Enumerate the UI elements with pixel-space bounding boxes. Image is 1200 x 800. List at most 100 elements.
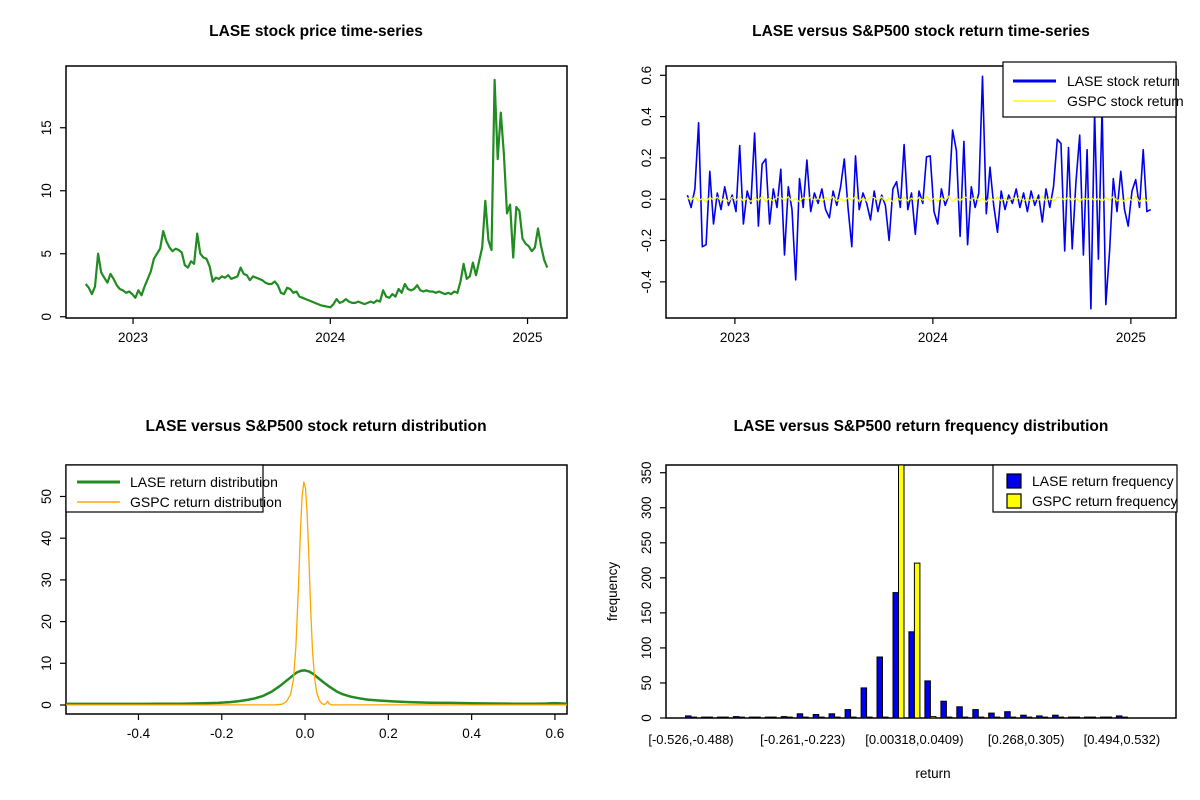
lase-return-frequency-bar <box>1084 716 1091 719</box>
plot-area: -0.4 -0.2 0.0 0.2 0.4 0.6 2023 2024 2025 LASE sto… <box>639 61 1184 345</box>
y-tick-label: 150 <box>639 602 654 625</box>
gspc-return-frequency-bar <box>1041 716 1049 719</box>
y-tick-label: 0 <box>39 313 54 321</box>
gspc-return-frequency-bar <box>913 562 921 719</box>
chart-title: LASE versus S&P500 stock return distribu… <box>145 418 486 435</box>
x-tick-label: 0.0 <box>296 726 315 741</box>
lase-return-frequency-bar <box>892 592 899 719</box>
lase-return-frequency-bar <box>1036 715 1043 719</box>
legend-box <box>65 464 264 513</box>
y-tick-label: 0 <box>639 714 654 722</box>
gspc-return-frequency-bar <box>961 716 969 719</box>
gspc-return-frequency-bar <box>818 716 825 719</box>
lase-return-distribution-line <box>66 669 568 706</box>
legend-box-sample <box>1006 493 1022 509</box>
y-tick-label: 200 <box>639 567 654 590</box>
x-tick-label: -0.4 <box>127 726 151 741</box>
y-tick-label: 100 <box>639 637 654 660</box>
y-tick-label: -0.2 <box>639 229 654 252</box>
lase-return-frequency-bar <box>876 656 883 719</box>
legend-label: GSPC stock return <box>1067 93 1184 109</box>
lase-return-frequency-bar <box>860 687 868 719</box>
lase-return-frequency-bar <box>1068 716 1075 719</box>
legend-label: LASE return distribution <box>130 474 278 490</box>
return-timeseries-chart: LASE versus S&P500 stock return time-ser… <box>639 23 1184 345</box>
gspc-return-frequency-bar <box>929 716 937 719</box>
chart-title: LASE versus S&P500 stock return time-ser… <box>752 23 1090 40</box>
y-tick-label: 0.4 <box>639 107 654 126</box>
x-bin-label: [0.268,0.305) <box>988 732 1065 747</box>
y-tick-label: 20 <box>39 614 54 629</box>
lase-stock-return-line <box>686 75 1152 310</box>
lase-return-frequency-bar <box>764 716 772 719</box>
plot-area: 0 5 10 15 2023 2024 2025 <box>39 65 568 345</box>
y-tick-label: 50 <box>39 489 54 504</box>
y-tick-label: 10 <box>39 656 54 671</box>
gspc-return-frequency-bar <box>1009 716 1017 719</box>
lase-return-frequency-bar <box>924 680 931 719</box>
gspc-return-frequency-bar <box>722 716 729 719</box>
gspc-return-frequency-bar <box>1025 716 1033 719</box>
plot-box <box>65 464 568 715</box>
lase-return-frequency-bar <box>701 716 708 719</box>
x-tick-label: 2023 <box>118 330 148 345</box>
x-tick-label: 0.6 <box>546 726 565 741</box>
plot-box <box>665 464 1177 719</box>
plot-box <box>665 65 1177 319</box>
gspc-return-frequency-bar <box>786 716 793 719</box>
lase-return-frequency-bar <box>780 716 788 719</box>
gspc-return-frequency-bar <box>770 716 777 719</box>
gspc-return-frequency-bar <box>1073 716 1080 719</box>
y-tick-label: 10 <box>39 183 54 198</box>
lase-return-frequency-bar <box>748 716 756 719</box>
lase-return-frequency-bar <box>940 700 947 719</box>
lase-return-frequency-bar <box>732 716 740 719</box>
plot-area: 0 50 100 150 200 250 300 350 [-0.526,-0.488) [-0.… <box>605 461 1178 781</box>
y-tick-label: 300 <box>639 496 654 519</box>
y-tick-label: 30 <box>39 572 54 587</box>
gspc-return-distribution-line <box>66 481 567 706</box>
x-tick-label: 2025 <box>1116 330 1146 345</box>
gspc-return-frequency-bar <box>1057 716 1065 719</box>
gspc-return-frequency-bar <box>738 716 745 719</box>
gspc-return-frequency-bar <box>706 716 713 719</box>
y-tick-label: 15 <box>39 120 54 135</box>
plot-area: 0 10 20 30 40 50 -0.4 -0.2 0.0 0.2 0.4 0.6 LASE retu… <box>39 464 568 741</box>
lase-return-frequency-bar <box>908 631 915 719</box>
y-tick-label: 250 <box>639 532 654 555</box>
x-tick-label: 2024 <box>315 330 346 345</box>
lase-return-frequency-bar <box>1020 714 1027 719</box>
y-tick-label: 0 <box>39 701 54 709</box>
x-bin-label: [-0.261,-0.223) <box>760 732 845 747</box>
lase-return-frequency-bar <box>972 709 979 719</box>
gspc-return-frequency-bar <box>993 716 1001 719</box>
gspc-return-frequency-bar <box>882 716 889 719</box>
legend-label: GSPC return distribution <box>130 494 282 510</box>
chart-title: LASE versus S&P500 return frequency dist… <box>734 418 1109 435</box>
y-tick-label: 40 <box>39 531 54 546</box>
x-tick-label: 0.2 <box>379 726 398 741</box>
gspc-return-frequency-bar <box>1121 716 1128 719</box>
gspc-return-frequency-bar <box>802 716 809 719</box>
x-tick-label: 2023 <box>720 330 750 345</box>
y-tick-label: 5 <box>39 250 54 258</box>
gspc-return-frequency-bar <box>690 716 697 719</box>
lase-return-frequency-bar <box>988 712 995 719</box>
y-tick-label: 0.6 <box>639 66 654 85</box>
gspc-return-frequency-bar <box>1105 716 1112 719</box>
legend-box-sample <box>1006 473 1022 489</box>
lase-return-frequency-bar <box>956 706 963 719</box>
gspc-return-frequency-bar <box>754 716 761 719</box>
gspc-return-frequency-bar <box>834 716 841 719</box>
plot-box <box>65 65 568 319</box>
gspc-return-frequency-bar <box>866 716 873 719</box>
lase-return-frequency-bar <box>685 715 692 719</box>
legend-label: LASE stock return <box>1067 73 1180 89</box>
y-axis-label: frequency <box>605 562 620 622</box>
lase-return-frequency-bar <box>828 713 836 719</box>
lase-return-frequency-bar <box>716 716 724 719</box>
lase-return-frequency-bar <box>1115 715 1123 719</box>
lase-return-frequency-bar <box>796 713 804 719</box>
gspc-return-frequency-bar <box>850 716 857 719</box>
